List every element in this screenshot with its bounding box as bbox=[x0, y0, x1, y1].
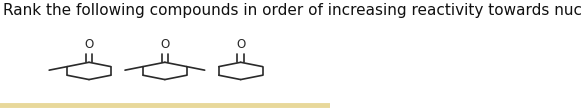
Text: O: O bbox=[236, 38, 245, 51]
Text: O: O bbox=[85, 38, 94, 51]
Text: O: O bbox=[160, 38, 170, 51]
Text: Rank the following compounds in order of increasing reactivity towards nucleophi: Rank the following compounds in order of… bbox=[3, 3, 583, 18]
